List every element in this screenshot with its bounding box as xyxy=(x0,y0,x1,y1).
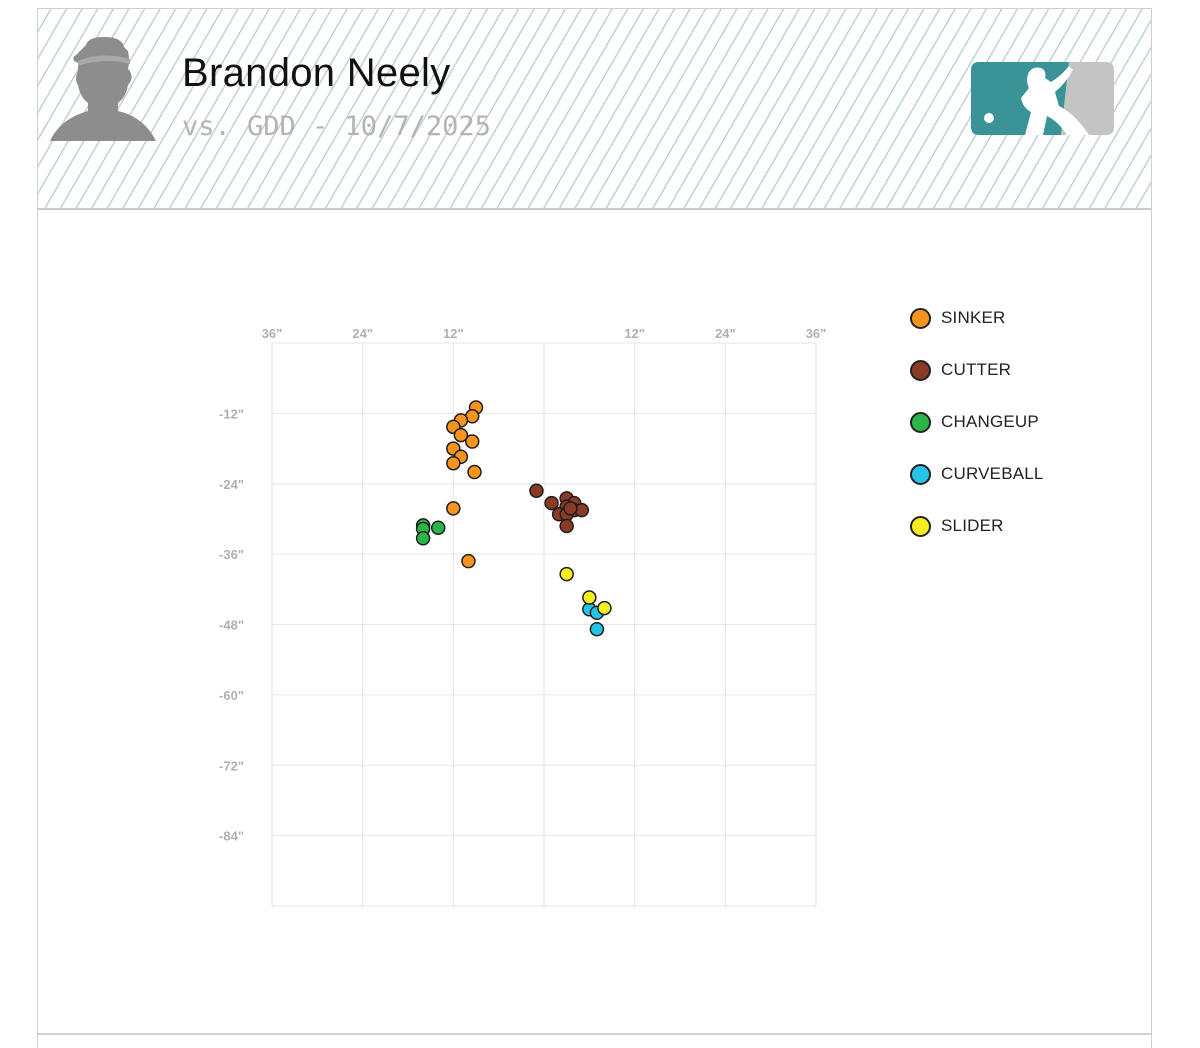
legend-label: SINKER xyxy=(941,308,1006,327)
legend-label: SLIDER xyxy=(941,516,1004,535)
legend-item-sinker: SINKER xyxy=(910,292,1044,344)
pitch-point-curveball xyxy=(589,621,605,637)
player-silhouette-icon xyxy=(50,37,156,141)
pitch-legend: SINKER CUTTER CHANGEUP CURVEBALL SLIDER xyxy=(910,292,1044,552)
x-tick-label: 24" xyxy=(715,326,736,341)
game-date-line: vs. GDD - 10/7/2025 xyxy=(182,111,491,142)
card-bottom-rule xyxy=(38,1033,1151,1035)
y-tick-label: -24" xyxy=(219,477,244,492)
mlb-logo-icon xyxy=(971,62,1114,135)
legend-item-curveball: CURVEBALL xyxy=(910,448,1044,500)
player-name: Brandon Neely xyxy=(182,51,451,95)
x-tick-label: 36" xyxy=(806,326,827,341)
pitch-point-sinker xyxy=(461,553,476,569)
y-tick-label: -84" xyxy=(219,829,244,844)
y-tick-label: -48" xyxy=(219,618,244,633)
pitch-point-slider xyxy=(559,566,574,582)
legend-swatch xyxy=(910,359,931,381)
x-tick-label: 24" xyxy=(352,326,373,341)
pitch-point-sinker xyxy=(464,434,480,449)
pitch-point-cutter xyxy=(559,518,574,534)
pitch-point-changeup xyxy=(430,520,446,535)
pitch-point-sinker xyxy=(467,464,482,480)
pitch-point-slider xyxy=(597,600,612,616)
legend-item-changeup: CHANGEUP xyxy=(910,396,1044,448)
y-tick-label: -60" xyxy=(219,688,244,703)
pitch-point-slider xyxy=(582,590,597,605)
legend-swatch xyxy=(910,411,931,433)
pitch-point-cutter xyxy=(544,495,559,511)
y-tick-label: -36" xyxy=(219,547,244,562)
pitch-point-cutter xyxy=(563,501,578,516)
pitch-point-sinker xyxy=(453,427,469,443)
legend-swatch xyxy=(910,463,931,485)
y-tick-label: -72" xyxy=(219,758,244,773)
legend-item-cutter: CUTTER xyxy=(910,344,1044,396)
legend-label: CURVEBALL xyxy=(941,464,1044,483)
x-tick-label: 36" xyxy=(262,326,283,341)
header-banner: Brandon Neely vs. GDD - 10/7/2025 xyxy=(38,9,1151,210)
pitch-point-changeup xyxy=(415,531,431,546)
y-tick-label: -12" xyxy=(219,406,244,421)
pitch-point-sinker xyxy=(446,455,461,471)
legend-item-slider: SLIDER xyxy=(910,500,1044,552)
legend-label: CHANGEUP xyxy=(941,412,1039,431)
legend-swatch xyxy=(910,307,931,329)
legend-label: CUTTER xyxy=(941,360,1012,379)
legend-swatch xyxy=(910,515,931,537)
pitch-chart-card: Brandon Neely vs. GDD - 10/7/2025 xyxy=(37,8,1152,1048)
pitch-point-sinker xyxy=(446,501,461,516)
pitch-point-cutter xyxy=(529,483,544,499)
x-tick-label: 12" xyxy=(443,326,464,341)
x-tick-label: 12" xyxy=(624,326,645,341)
